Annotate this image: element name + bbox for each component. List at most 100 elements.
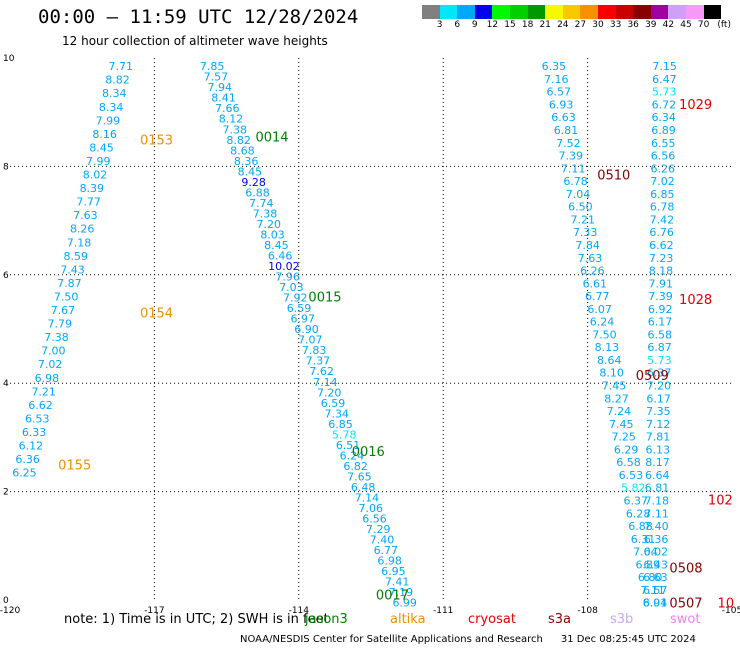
satellite-label-altika: altika — [390, 612, 426, 627]
wave-height-value: 8.68 — [230, 144, 255, 157]
legend-label: 18 — [521, 20, 534, 30]
y-tick-label: 8 — [3, 162, 9, 172]
track-id-label: 0508 — [669, 561, 702, 576]
legend-swatch — [492, 5, 510, 19]
wave-height-value: 6.98 — [35, 372, 60, 385]
wave-height-value: 8.34 — [99, 101, 124, 114]
wave-height-value: 8.16 — [92, 128, 117, 141]
wave-height-value: 7.21 — [31, 385, 56, 398]
wave-height-value: 7.19 — [389, 586, 414, 599]
wave-height-value: 6.53 — [619, 469, 644, 482]
wave-height-value: 6.25 — [12, 467, 37, 480]
wave-height-value: 8.41 — [211, 92, 236, 105]
wave-height-value: 8.02 — [83, 169, 108, 182]
wave-height-value: 7.91 — [648, 277, 673, 290]
legend-label: 36 — [627, 20, 639, 30]
wave-height-value: 5.73 — [647, 354, 672, 367]
wave-height-value: 8.12 — [219, 113, 244, 126]
wave-height-value: 10.02 — [268, 260, 300, 273]
wave-height-value: 7.04 — [633, 546, 658, 559]
wave-height-value: 6.59 — [321, 397, 346, 410]
wave-height-value: 8.17 — [645, 456, 670, 469]
legend-label: 24 — [557, 20, 569, 30]
wave-height-value: 7.74 — [249, 197, 274, 210]
wave-height-value: 8.26 — [70, 223, 95, 236]
wave-height-value: 6.78 — [563, 175, 588, 188]
credit-text: NOAA/NESDIS Center for Satellite Applica… — [240, 634, 543, 645]
satellite-label-swot: swot — [670, 612, 701, 627]
wave-height-value: 7.38 — [44, 331, 69, 344]
legend-swatch — [615, 5, 634, 19]
wave-height-value: 7.14 — [355, 491, 380, 504]
wave-height-value: 8.39 — [80, 182, 105, 195]
wave-height-value: 8.59 — [64, 250, 89, 263]
wave-height-value: 7.34 — [324, 407, 349, 420]
wave-height-value: 7.35 — [646, 405, 671, 418]
track-id-label: 0155 — [58, 459, 91, 474]
legend-swatch — [439, 5, 458, 19]
wave-height-value: 7.67 — [51, 304, 76, 317]
wave-height-value: 7.45 — [602, 380, 627, 393]
wave-height-value: 7.16 — [544, 73, 569, 86]
x-tick-label: -105 — [722, 606, 740, 616]
wave-height-value: 6.93 — [549, 98, 574, 111]
wave-height-value: 7.15 — [652, 60, 677, 73]
wave-height-value: 7.24 — [607, 405, 632, 418]
wave-height-value: 6.62 — [28, 399, 53, 412]
wave-height-value: 6.56 — [362, 513, 387, 526]
wave-height-value: 7.45 — [609, 418, 634, 431]
wave-height-value: 6.35 — [542, 60, 567, 73]
wave-height-value: 8.36 — [234, 155, 259, 168]
track-id-label: 0015 — [308, 290, 341, 305]
wave-height-value: 7.07 — [298, 334, 323, 347]
wave-height-value: 6.97 — [291, 313, 316, 326]
wave-height-value: 6.85 — [650, 188, 675, 201]
wave-height-value: 6.64 — [645, 469, 670, 482]
wave-height-value: 6.46 — [268, 250, 293, 263]
wave-height-value: 7.94 — [207, 81, 232, 94]
wave-height-value: 6.26 — [580, 265, 605, 278]
wave-height-value: 8.34 — [102, 87, 127, 100]
wave-height-value: 6.62 — [649, 239, 674, 252]
wave-height-value: 7.71 — [108, 60, 133, 73]
wave-height-value: 6.95 — [381, 565, 406, 578]
wave-height-value: 8.03 — [260, 228, 285, 241]
legend-swatch — [703, 5, 722, 19]
track-id-label: 0014 — [255, 131, 288, 146]
y-tick-label: 0 — [3, 596, 9, 606]
wave-height-value: 6.50 — [568, 201, 593, 214]
track-id-label: 1029 — [679, 98, 712, 113]
track-id-label: 10 — [718, 597, 735, 612]
legend-swatch — [527, 5, 546, 19]
wave-height-value: 6.48 — [351, 481, 376, 494]
wave-height-value: 6.88 — [628, 520, 653, 533]
legend-swatch — [685, 5, 704, 19]
wave-height-value: 8.45 — [238, 165, 263, 178]
wave-height-value: 7.92 — [283, 292, 308, 305]
legend-label: (ft) — [717, 20, 731, 30]
legend-label: 42 — [662, 20, 675, 30]
y-tick-label: 6 — [3, 271, 9, 281]
wave-height-value: 6.17 — [648, 316, 673, 329]
wave-height-value: 8.04 — [643, 597, 668, 610]
wave-height-value: 7.40 — [644, 520, 669, 533]
y-tick-label: 4 — [3, 379, 9, 389]
wave-height-value: 6.24 — [590, 316, 615, 329]
wave-height-value: 7.40 — [370, 534, 395, 547]
wave-height-value: 6.89 — [636, 558, 661, 571]
wave-height-value: 6.80 — [638, 571, 663, 584]
wave-height-value: 6.77 — [374, 544, 399, 557]
legend-label: 6 — [454, 20, 461, 30]
wave-height-value: 6.51 — [336, 439, 361, 452]
wave-height-value: 6.81 — [645, 482, 670, 495]
wave-height-value: 6.36 — [15, 453, 40, 466]
generated-timestamp: 31 Dec 08:25:45 UTC 2024 — [560, 634, 696, 645]
legend-swatch — [580, 5, 598, 19]
legend-label: 3 — [436, 20, 443, 30]
legend-label: 15 — [504, 20, 516, 30]
wave-height-value: 6.61 — [583, 277, 608, 290]
legend-swatch — [562, 5, 581, 19]
wave-height-value: 6.82 — [343, 460, 368, 473]
wave-height-value: 7.77 — [76, 196, 101, 209]
wave-height-value: 6.90 — [294, 323, 319, 336]
